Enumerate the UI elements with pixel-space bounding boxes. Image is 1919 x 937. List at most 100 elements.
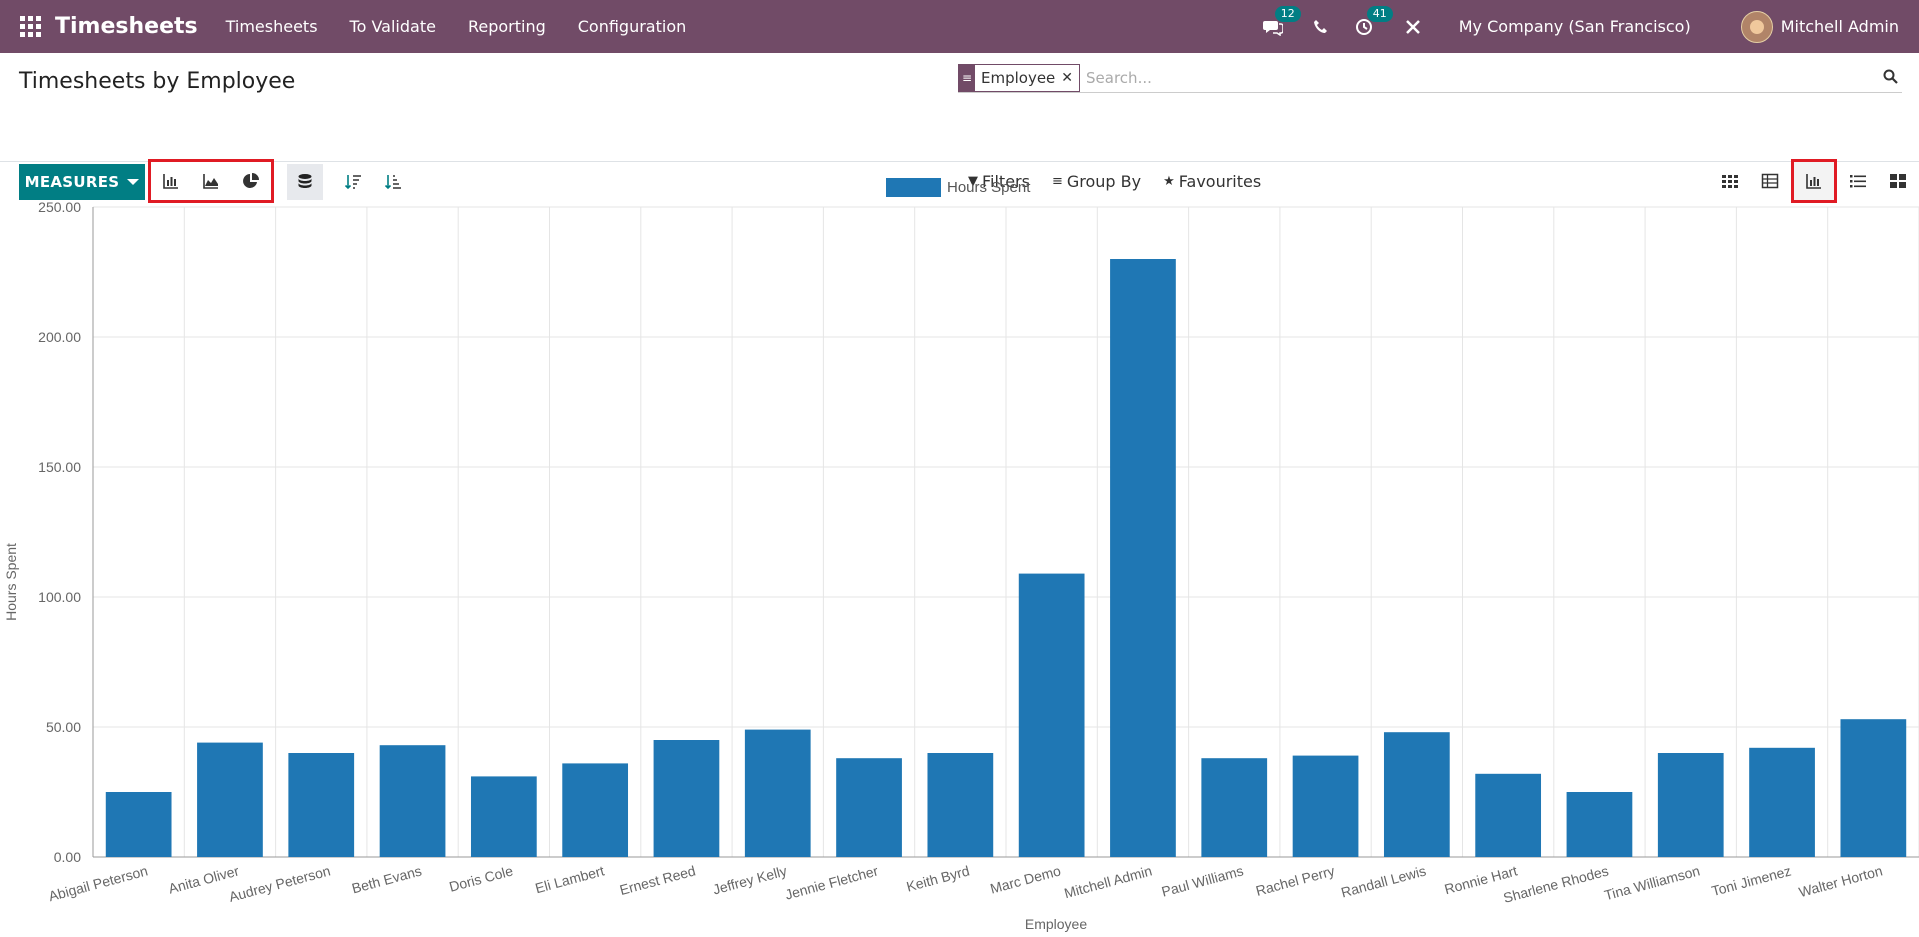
bar: [197, 742, 263, 857]
stacked-toggle-button[interactable]: [287, 164, 323, 200]
search-facet-employee[interactable]: ≡ Employee ✕: [958, 64, 1081, 92]
y-tick-label: 50.00: [46, 719, 81, 735]
bar-chart-icon: [163, 174, 178, 189]
bar: [1018, 573, 1085, 857]
x-tick-label: Jeffrey Kelly: [711, 862, 789, 897]
list-icon: [1850, 175, 1866, 188]
graph-icon: [1806, 174, 1821, 189]
list-view-button[interactable]: [1839, 162, 1877, 200]
x-tick-label: Sharlene Rhodes: [1502, 862, 1611, 905]
x-axis-title: Employee: [1025, 916, 1087, 932]
line-chart-button[interactable]: [194, 165, 228, 197]
sort-ascending-button[interactable]: [378, 164, 408, 200]
y-tick-label: 250.00: [38, 199, 81, 215]
x-tick-label: Tina Williamson: [1602, 862, 1701, 903]
bar: [379, 745, 446, 857]
bar: [105, 792, 172, 857]
y-tick-label: 200.00: [38, 329, 81, 345]
view-switcher: [1711, 159, 1919, 203]
bar: [744, 729, 811, 857]
area-chart-icon: [203, 174, 218, 189]
x-tick-label: Randall Lewis: [1339, 862, 1427, 900]
x-tick-label: Paul Williams: [1160, 862, 1245, 899]
navbar-right: 12 41 My Company (San Francisco) Mitchel…: [1245, 0, 1899, 53]
groupby-icon: ≡: [959, 65, 975, 91]
control-panel: Timesheets by Employee ≡ Employee ✕ Sear…: [0, 53, 1919, 203]
y-axis-title: Hours Spent: [3, 543, 19, 621]
favourites-label: Favourites: [1178, 172, 1262, 191]
search-bar: ≡ Employee ✕ Search...: [958, 64, 1902, 93]
bar: [1292, 755, 1359, 857]
x-tick-label: Walter Horton: [1797, 862, 1884, 900]
pivot-view-button[interactable]: [1751, 162, 1789, 200]
bar: [927, 753, 994, 857]
y-tick-label: 0.00: [54, 849, 81, 865]
kanban-icon: [1722, 175, 1738, 188]
sort-descending-button[interactable]: [338, 164, 368, 200]
filters-label: Filters: [982, 172, 1030, 191]
graph-view-button[interactable]: [1791, 159, 1837, 203]
bar: [288, 753, 355, 857]
bar-chart-button[interactable]: [154, 165, 188, 197]
bar: [1110, 259, 1176, 857]
menu-reporting[interactable]: Reporting: [467, 17, 546, 36]
menu-timesheets[interactable]: Timesheets: [225, 17, 318, 36]
measures-button[interactable]: MEASURES: [19, 164, 145, 200]
menu-to-validate[interactable]: To Validate: [349, 17, 436, 36]
x-tick-label: Keith Byrd: [905, 862, 972, 894]
activities-button[interactable]: 41: [1355, 5, 1393, 36]
apps-grid-icon[interactable]: [19, 16, 41, 38]
bar: [1201, 758, 1268, 857]
x-tick-label: Eli Lambert: [533, 862, 606, 896]
page-title: Timesheets by Employee: [19, 69, 296, 94]
dashboard-icon: [1890, 174, 1906, 188]
measures-label: MEASURES: [24, 173, 120, 191]
bar: [1475, 773, 1542, 857]
messages-button[interactable]: 12: [1262, 5, 1301, 36]
bar: [836, 758, 902, 857]
tools-icon: [1405, 19, 1420, 34]
clock-icon: [1355, 18, 1372, 35]
bar: [1749, 747, 1815, 857]
user-menu[interactable]: Mitchell Admin: [1780, 17, 1899, 36]
x-tick-label: Doris Cole: [447, 862, 514, 894]
y-tick-label: 100.00: [38, 589, 81, 605]
top-navbar: Timesheets Timesheets To Validate Report…: [0, 0, 1919, 53]
menu-configuration[interactable]: Configuration: [577, 17, 687, 36]
bar: [1383, 732, 1450, 857]
bar: [562, 763, 629, 857]
bar: [1840, 719, 1907, 857]
x-tick-label: Beth Evans: [350, 862, 423, 896]
kanban-view-button[interactable]: [1711, 162, 1749, 200]
company-switcher[interactable]: My Company (San Francisco): [1458, 17, 1691, 36]
x-tick-label: Abigail Peterson: [47, 862, 150, 904]
caret-down-icon: [127, 179, 140, 185]
filters-dropdown[interactable]: ▼ Filters: [968, 172, 1030, 191]
app-brand[interactable]: Timesheets: [55, 14, 198, 39]
x-tick-label: Toni Jimenez: [1710, 862, 1793, 899]
search-input[interactable]: Search...: [1086, 69, 1152, 87]
pie-chart-button[interactable]: [234, 165, 268, 197]
facet-remove-icon[interactable]: ✕: [1061, 70, 1074, 86]
phone-button[interactable]: [1313, 19, 1329, 35]
sort-ascending-icon: [384, 175, 401, 190]
star-icon: ★: [1163, 174, 1175, 189]
y-tick-label: 150.00: [38, 459, 81, 475]
sort-descending-icon: [344, 175, 361, 190]
favourites-dropdown[interactable]: ★ Favourites: [1163, 172, 1261, 191]
facet-label: Employee: [981, 69, 1056, 87]
groupby-label: Group By: [1066, 172, 1142, 191]
table-icon: [1761, 173, 1779, 189]
debug-tools-button[interactable]: [1405, 19, 1421, 35]
filter-icon: ▼: [968, 174, 978, 189]
user-avatar[interactable]: [1740, 10, 1773, 43]
dashboard-view-button[interactable]: [1879, 162, 1917, 200]
search-icon[interactable]: [1883, 69, 1898, 88]
x-tick-label: Mitchell Admin: [1062, 862, 1153, 901]
legend-label: Hours Spent: [947, 179, 1031, 196]
legend-swatch: [886, 178, 941, 197]
chart-type-group: [148, 159, 274, 203]
database-icon: [298, 174, 312, 188]
bar: [1657, 753, 1724, 857]
groupby-dropdown[interactable]: ≡ Group By: [1052, 172, 1141, 191]
